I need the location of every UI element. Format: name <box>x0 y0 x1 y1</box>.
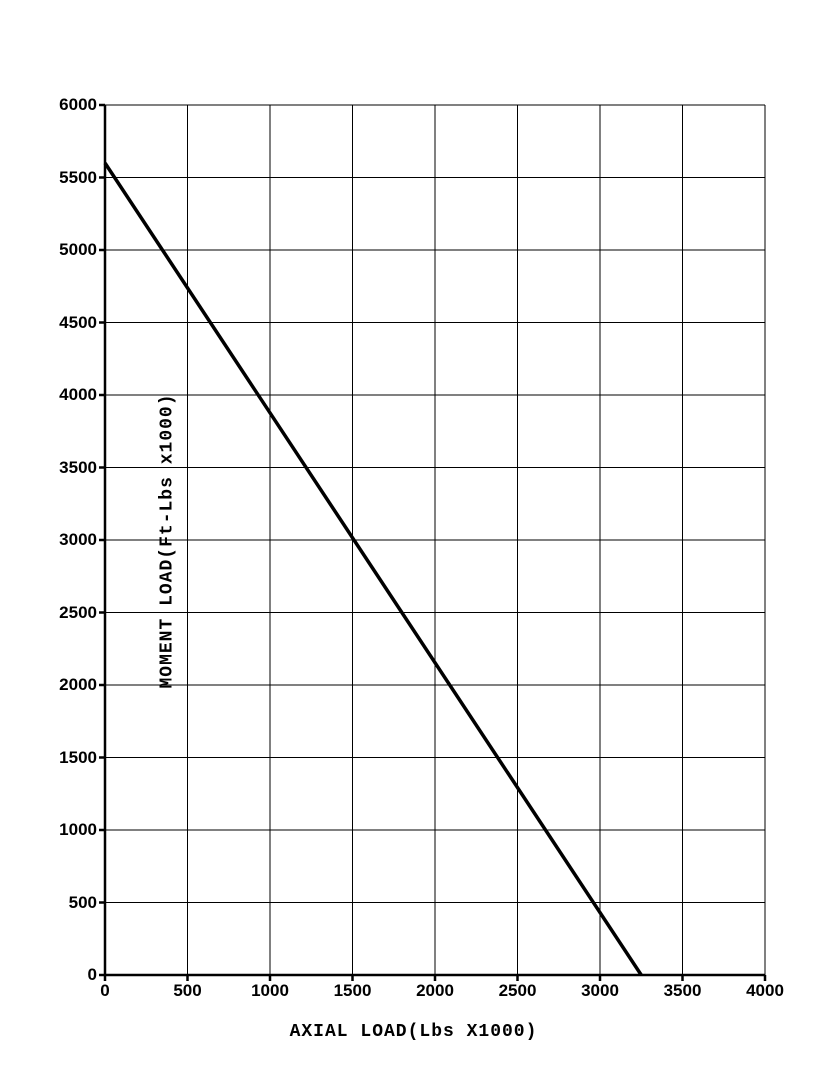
y-tick-label: 2000 <box>59 675 97 695</box>
x-tick-label: 500 <box>173 981 201 1001</box>
y-tick-label: 6000 <box>59 95 97 115</box>
x-tick-label: 4000 <box>746 981 784 1001</box>
y-tick-label: 2500 <box>59 603 97 623</box>
x-tick-label: 0 <box>100 981 109 1001</box>
x-tick-label: 3000 <box>581 981 619 1001</box>
y-tick-label: 500 <box>69 893 97 913</box>
y-tick-label: 4500 <box>59 313 97 333</box>
y-tick-label: 3000 <box>59 530 97 550</box>
y-tick-label: 4000 <box>59 385 97 405</box>
x-tick-label: 1500 <box>334 981 372 1001</box>
y-tick-label: 5500 <box>59 168 97 188</box>
y-tick-label: 1000 <box>59 820 97 840</box>
x-axis-label: AXIAL LOAD(Lbs X1000) <box>290 1022 538 1042</box>
x-tick-label: 3500 <box>664 981 702 1001</box>
x-tick-label: 2500 <box>499 981 537 1001</box>
y-tick-label: 5000 <box>59 240 97 260</box>
plot-area: 0500100015002000250030003500400045005000… <box>105 105 765 975</box>
x-tick-label: 1000 <box>251 981 289 1001</box>
y-tick-label: 0 <box>88 965 97 985</box>
y-tick-label: 1500 <box>59 748 97 768</box>
y-tick-label: 3500 <box>59 458 97 478</box>
load-chart: MOMENT LOAD(Ft-Lbs x1000) AXIAL LOAD(Lbs… <box>0 0 827 1082</box>
x-tick-label: 2000 <box>416 981 454 1001</box>
chart-svg <box>105 105 765 975</box>
